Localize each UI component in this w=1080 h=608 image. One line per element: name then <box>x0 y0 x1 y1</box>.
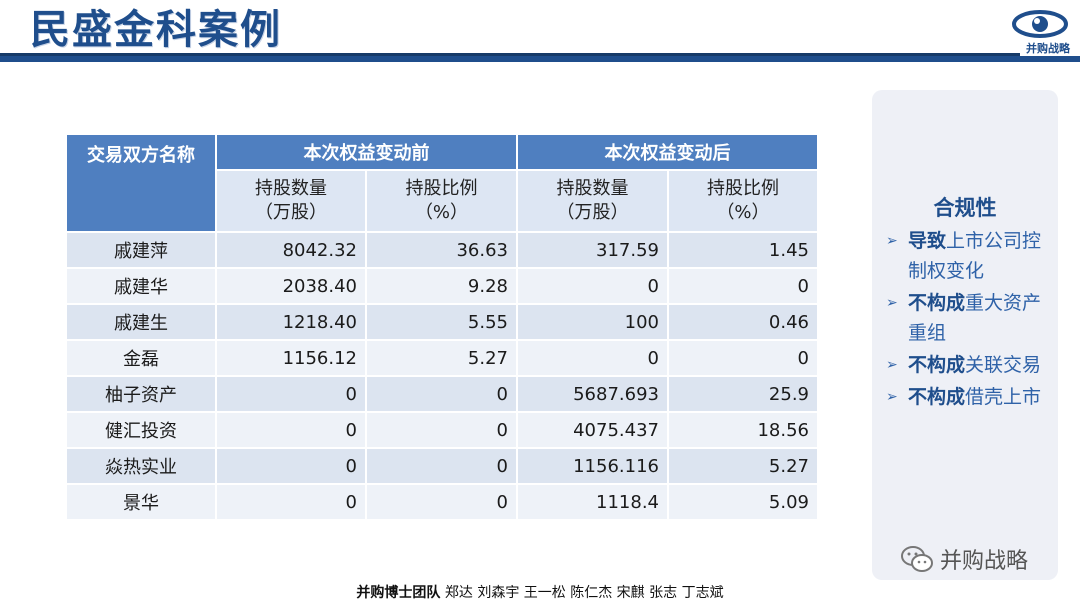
compliance-item: ➢ 不构成借壳上市 <box>884 382 1054 412</box>
compliance-item: ➢ 导致上市公司控制权变化 <box>884 226 1054 286</box>
logo-text: 并购战略 <box>1026 42 1070 55</box>
table-row: 健汇投资 0 0 4075.437 18.56 <box>65 411 819 449</box>
arrow-bullet-icon: ➢ <box>886 295 898 311</box>
compliance-panel: 合规性 ➢ 导致上市公司控制权变化 ➢ 不构成重大资产重组 ➢ 不构成关联交易 ➢ 不构… <box>872 90 1058 580</box>
footer-team: 并购博士团队 <box>356 585 441 601</box>
wechat-icon <box>901 546 933 572</box>
wechat-watermark: 并购战略 <box>900 541 1028 577</box>
table-row: 戚建华 2038.40 9.28 0 0 <box>65 267 819 305</box>
shareholding-table: 交易双方名称 本次权益变动前 本次权益变动后 持股数量 （万股） 持股比例 （%） … <box>65 133 819 521</box>
arrow-bullet-icon: ➢ <box>886 389 898 405</box>
footer-credits: 并购博士团队 郑达 刘森宇 王一松 陈仁杰 宋麒 张志 丁志斌 <box>0 582 1080 602</box>
subheader-after-pct: 持股比例 （%） <box>667 169 819 233</box>
compliance-item: ➢ 不构成重大资产重组 <box>884 288 1054 348</box>
table-row: 景华 0 0 1118.4 5.09 <box>65 483 819 521</box>
table-row: 戚建萍 8042.32 36.63 317.59 1.45 <box>65 231 819 269</box>
table-row: 柚子资产 0 0 5687.693 25.9 <box>65 375 819 413</box>
arrow-bullet-icon: ➢ <box>886 233 898 249</box>
compliance-title: 合规性 <box>933 196 997 220</box>
table-row: 焱热实业 0 0 1156.116 5.27 <box>65 447 819 485</box>
header-party-name: 交易双方名称 <box>65 133 217 233</box>
subheader-after-qty: 持股数量 （万股） <box>516 169 669 233</box>
subheader-before-pct: 持股比例 （%） <box>365 169 518 233</box>
subheader-before-qty: 持股数量 （万股） <box>215 169 367 233</box>
table-row: 金磊 1156.12 5.27 0 0 <box>65 339 819 377</box>
compliance-item: ➢ 不构成关联交易 <box>884 350 1054 380</box>
arrow-bullet-icon: ➢ <box>886 357 898 373</box>
title-underline-dark <box>0 53 1020 56</box>
title-underline <box>0 56 1080 62</box>
compliance-list: ➢ 导致上市公司控制权变化 ➢ 不构成重大资产重组 ➢ 不构成关联交易 ➢ 不构成借壳上… <box>884 226 1054 414</box>
footer-members: 郑达 刘森宇 王一松 陈仁杰 宋麒 张志 丁志斌 <box>440 585 724 601</box>
header-after-change: 本次权益变动后 <box>516 133 819 171</box>
header-before-change: 本次权益变动前 <box>215 133 518 171</box>
eye-logo-icon <box>1012 10 1068 38</box>
slide-title: 民盛金科案例 <box>30 7 282 53</box>
table-row: 戚建生 1218.40 5.55 100 0.46 <box>65 303 819 341</box>
watermark-text: 并购战略 <box>940 549 1029 574</box>
